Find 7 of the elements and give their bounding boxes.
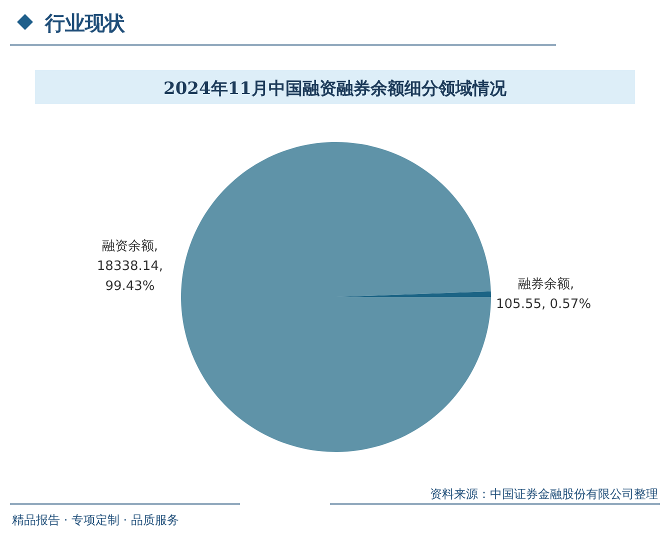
pie-slice	[181, 142, 491, 452]
slice-label: 融券余额, 105.55, 0.57%	[496, 277, 592, 312]
chart-title: 2024年11月中国融资融券余额细分领域情况	[164, 79, 508, 99]
chart-subtitle: 行业现状	[44, 11, 126, 35]
text: 资料来源：中国证券金融股份有限公司整理	[430, 487, 658, 501]
slice-label: 融资余额, 18338.14, 99.43%	[96, 239, 164, 294]
text: 精品报告 · 专项定制 · 品质服务	[12, 513, 179, 527]
